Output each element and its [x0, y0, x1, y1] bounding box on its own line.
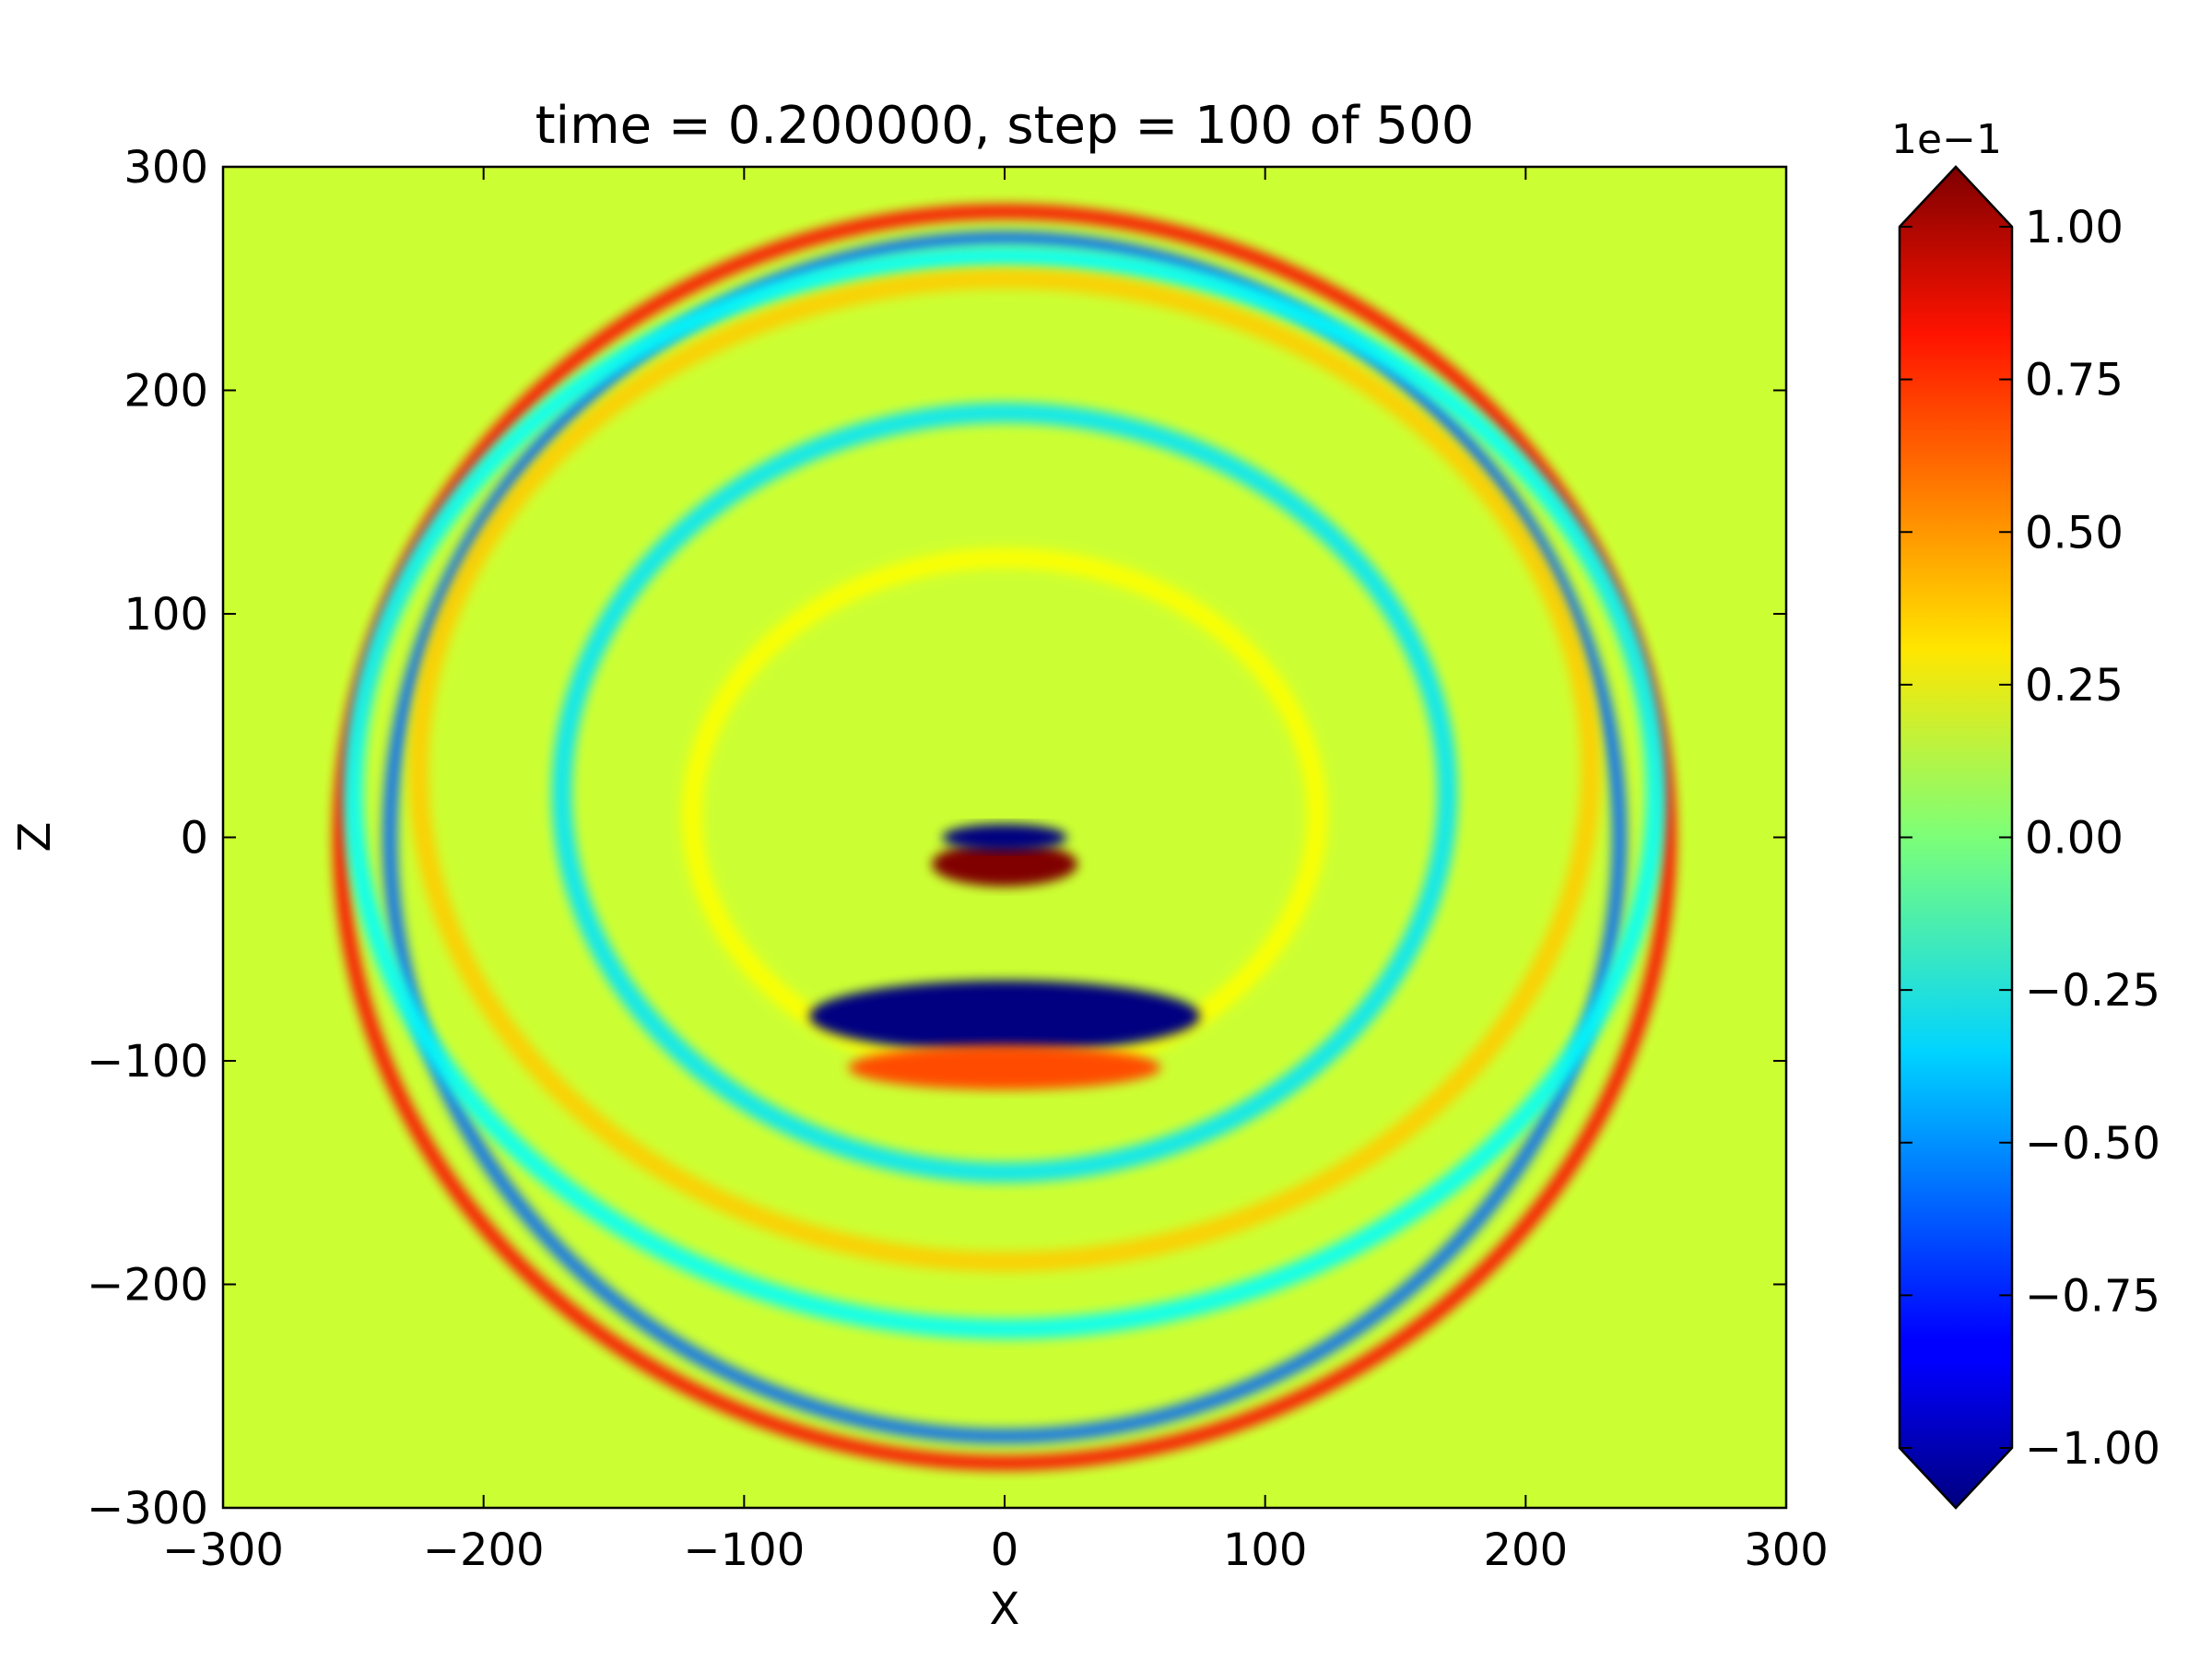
wave-blob-9 [942, 823, 1067, 852]
wave-blob-7 [848, 1045, 1161, 1090]
y-tick-label: 300 [124, 142, 208, 194]
wave-features [333, 204, 1677, 1471]
colorbar-tick-label: −0.75 [2025, 1270, 2160, 1322]
colorbar-tick-label: −0.50 [2025, 1118, 2160, 1170]
y-tick-label: 100 [124, 589, 208, 641]
colorbar-tick-label: 0.00 [2025, 813, 2124, 865]
y-tick-label: −200 [87, 1260, 208, 1312]
colorbar-tick-label: 1.00 [2025, 202, 2124, 253]
x-tick-label: −300 [162, 1524, 284, 1576]
wave-ring-4 [551, 402, 1458, 1183]
y-tick-label: −300 [87, 1483, 208, 1535]
colorbar-tick-label: 0.25 [2025, 660, 2124, 712]
colorbar-scale-label: 1e−1 [1891, 116, 2002, 163]
wave-ring-0 [333, 204, 1677, 1471]
wave-ring-3 [408, 268, 1601, 1273]
y-tick-label: 0 [180, 813, 208, 865]
colorbar-ticks: 1.00 0.75 0.50 0.25 0.00 −0.25 −0.50 −0.75 −1.00 [1900, 202, 2160, 1475]
x-axis-label: X [990, 1583, 1020, 1635]
x-axis: −300 −200 −100 0 100 200 300 [162, 167, 1829, 1576]
colorbar: 1.00 0.75 0.50 0.25 0.00 −0.25 −0.50 −0.75 −1.00… [1891, 116, 2160, 1510]
heatmap-field [223, 167, 1786, 1508]
y-tick-label: 200 [124, 366, 208, 418]
y-axis-label: Z [9, 822, 61, 853]
colorbar-body [1898, 165, 2014, 1510]
chart-title: time = 0.200000, step = 100 of 500 [535, 96, 1475, 156]
colorbar-tick-label: 0.50 [2025, 507, 2124, 559]
x-tick-label: 100 [1223, 1524, 1308, 1576]
x-tick-label: −200 [423, 1524, 545, 1576]
wave-blob-6 [809, 980, 1200, 1053]
x-tick-label: −100 [683, 1524, 805, 1576]
colorbar-tick-label: 0.75 [2025, 355, 2124, 406]
x-tick-label: 200 [1484, 1524, 1569, 1576]
y-axis: −300 −200 −100 0 100 200 300 [87, 142, 1786, 1535]
wave-ring-2 [343, 246, 1666, 1339]
colorbar-tick-label: −1.00 [2025, 1423, 2160, 1475]
wave-ring-1 [382, 230, 1628, 1444]
colorbar-tick-label: −0.25 [2025, 965, 2160, 1017]
wave-blob-8 [931, 841, 1078, 887]
x-tick-label: 0 [991, 1524, 1019, 1576]
y-tick-label: −100 [87, 1036, 208, 1088]
x-tick-label: 300 [1744, 1524, 1829, 1576]
